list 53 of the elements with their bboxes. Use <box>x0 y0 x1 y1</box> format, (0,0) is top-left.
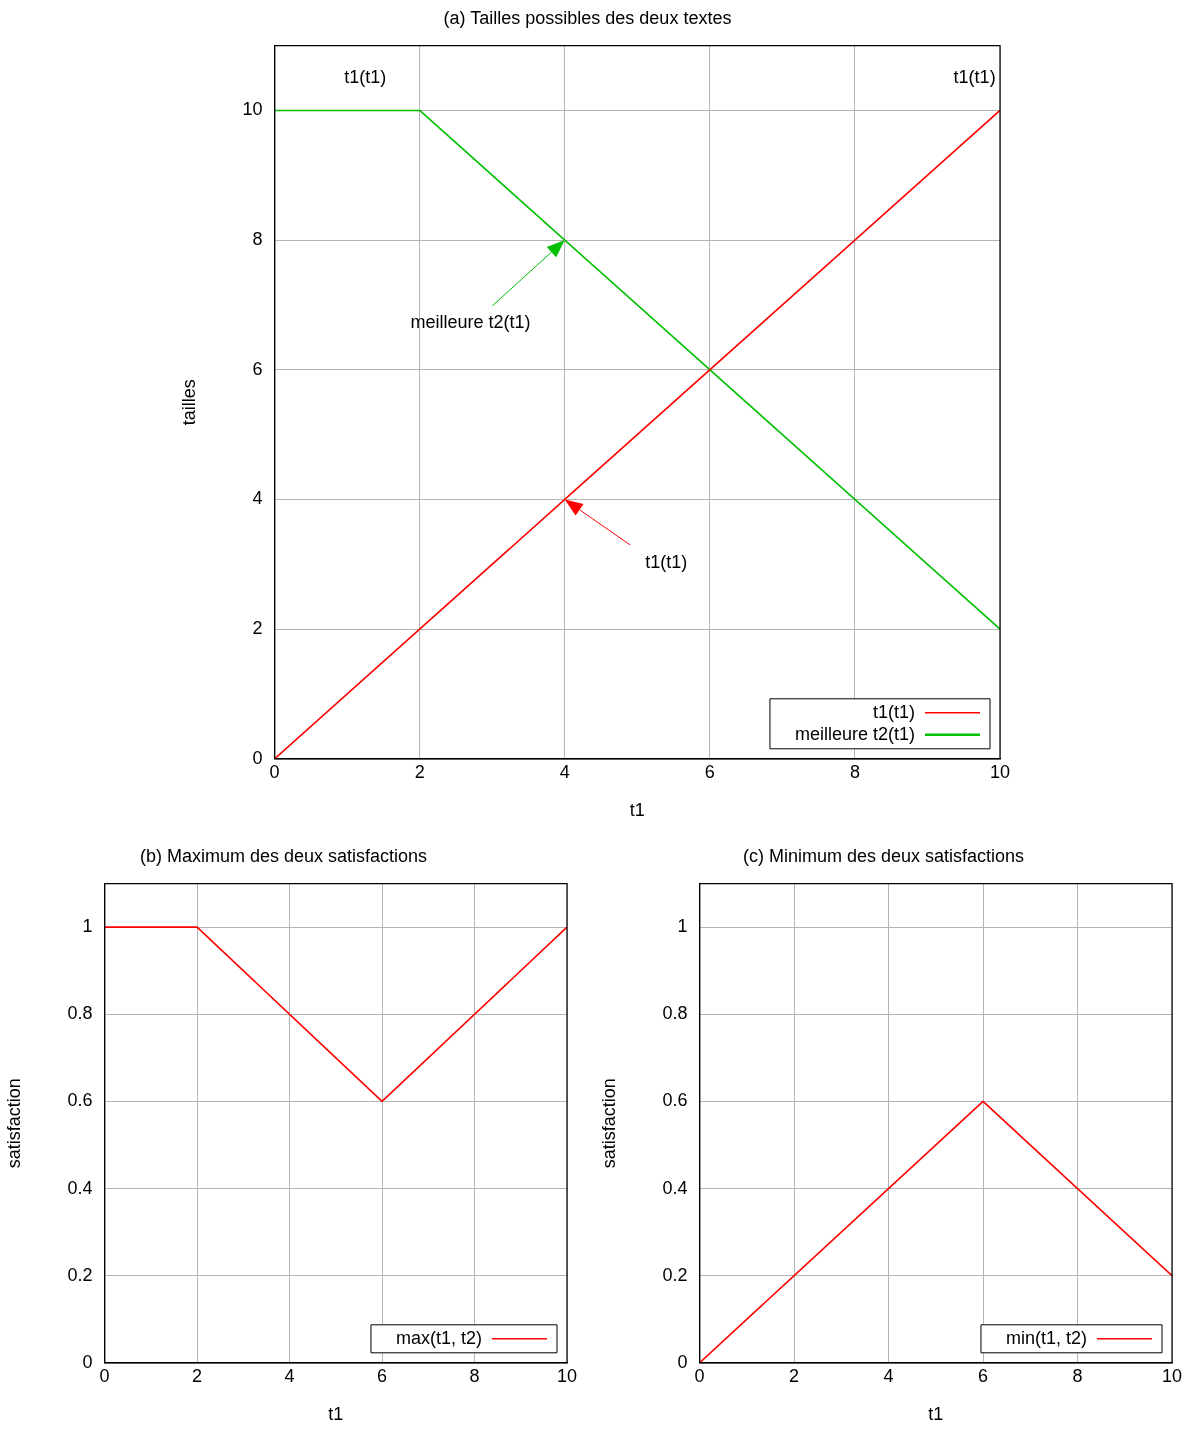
x-tick-label: 4 <box>559 761 570 782</box>
legend-label: min(t1, t2) <box>1005 1327 1087 1348</box>
x-tick-label: 4 <box>883 1365 894 1386</box>
x-tick-label: 6 <box>978 1365 989 1386</box>
x-tick-label: 8 <box>469 1365 480 1386</box>
x-tick-label: 4 <box>284 1365 295 1386</box>
x-tick-label: 2 <box>414 761 425 782</box>
x-axis-title: t1 <box>328 1404 344 1425</box>
x-tick-label: 8 <box>849 761 860 782</box>
y-tick-label: 0.8 <box>67 1003 93 1024</box>
annotation: t1(t1) <box>953 67 996 88</box>
y-tick-label: 2 <box>252 618 263 639</box>
y-axis-title: satisfaction <box>598 1078 619 1169</box>
x-axis-title: t1 <box>928 1404 944 1425</box>
chart-title: (c) Minimum des deux satisfactions <box>742 845 1025 866</box>
y-tick-label: 0 <box>82 1351 93 1372</box>
y-tick-label: 1 <box>82 916 93 937</box>
y-tick-label: 6 <box>252 358 263 379</box>
y-axis-title: satisfaction <box>3 1078 24 1169</box>
legend-label: t1(t1) <box>872 701 915 722</box>
y-axis-title: tailles <box>178 379 199 426</box>
x-tick-label: 0 <box>99 1365 110 1386</box>
legend-label: meilleure t2(t1) <box>794 723 915 744</box>
x-tick-label: 0 <box>269 761 280 782</box>
y-tick-label: 0.4 <box>67 1177 93 1198</box>
annotation: t1(t1) <box>344 67 387 88</box>
chart-title: (a) Tailles possibles des deux textes <box>443 7 732 28</box>
y-tick-label: 0.6 <box>67 1090 93 1111</box>
x-tick-label: 0 <box>694 1365 705 1386</box>
y-tick-label: 0 <box>677 1351 688 1372</box>
legend-label: max(t1, t2) <box>395 1327 482 1348</box>
x-tick-label: 2 <box>789 1365 800 1386</box>
y-tick-label: 10 <box>242 99 263 120</box>
annotation: t1(t1) <box>645 552 688 573</box>
x-axis-title: t1 <box>629 800 645 821</box>
y-tick-label: 0.8 <box>662 1003 688 1024</box>
x-tick-label: 10 <box>1161 1365 1183 1386</box>
x-tick-label: 10 <box>556 1365 578 1386</box>
y-tick-label: 0.6 <box>662 1090 688 1111</box>
y-tick-label: 0.4 <box>662 1177 688 1198</box>
x-tick-label: 6 <box>704 761 715 782</box>
x-tick-label: 8 <box>1072 1365 1083 1386</box>
y-tick-label: 1 <box>677 916 688 937</box>
x-tick-label: 2 <box>192 1365 203 1386</box>
annotation: meilleure t2(t1) <box>410 312 531 332</box>
x-tick-label: 6 <box>377 1365 388 1386</box>
y-tick-label: 8 <box>252 229 263 250</box>
y-tick-label: 4 <box>252 488 263 509</box>
y-tick-label: 0.2 <box>662 1264 688 1285</box>
chart-title: (b) Maximum des deux satisfactions <box>139 845 428 866</box>
y-tick-label: 0 <box>252 747 263 768</box>
x-tick-label: 10 <box>989 761 1011 782</box>
y-tick-label: 0.2 <box>67 1264 93 1285</box>
